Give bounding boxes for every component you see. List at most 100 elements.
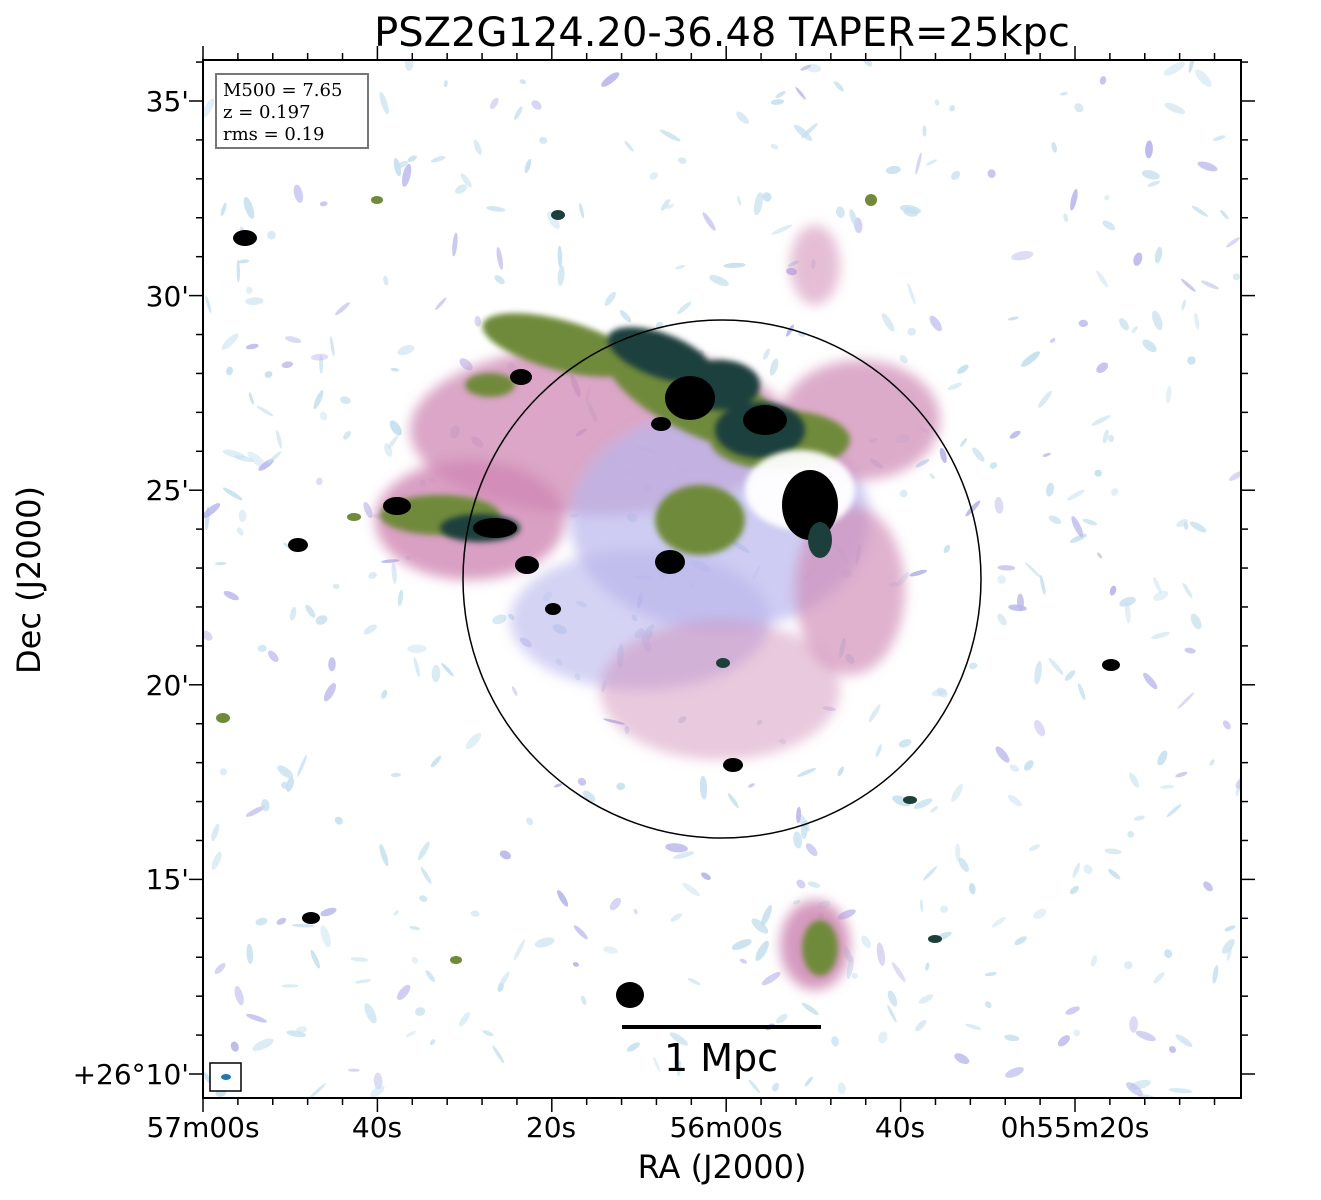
- noise-speckle: [1232, 273, 1241, 281]
- noise-speckle: [539, 136, 548, 144]
- noise-speckle: [955, 843, 961, 861]
- noise-speckle: [246, 286, 253, 294]
- noise-speckle: [1222, 720, 1231, 730]
- noise-speckle: [1014, 936, 1027, 946]
- noise-speckle: [1109, 585, 1117, 596]
- noise-speckle: [1104, 194, 1110, 201]
- noise-speckle: [238, 509, 247, 522]
- noise-speckle: [755, 940, 769, 961]
- noise-speckle: [997, 613, 1007, 626]
- noise-speckle: [1182, 582, 1193, 599]
- noise-speckle: [1189, 521, 1207, 533]
- noise-speckle: [332, 583, 340, 590]
- noise-speckle: [762, 192, 772, 202]
- noise-speckle: [320, 925, 331, 948]
- noise-speckle: [673, 851, 695, 859]
- noise-speckle: [1180, 278, 1196, 292]
- noise-speckle: [454, 184, 468, 194]
- noise-speckle: [531, 100, 542, 110]
- noise-speckle: [907, 327, 916, 336]
- noise-speckle: [670, 913, 683, 922]
- noise-speckle: [1235, 773, 1241, 797]
- noise-speckle: [1226, 237, 1240, 248]
- noise-speckle: [1129, 772, 1140, 788]
- noise-speckle: [925, 159, 938, 166]
- noise-speckle: [677, 301, 692, 315]
- noise-speckle: [1124, 961, 1133, 970]
- noise-speckle: [1078, 319, 1088, 327]
- noise-speckle: [954, 1053, 970, 1065]
- noise-speckle: [275, 429, 283, 449]
- noise-speckle: [1220, 209, 1229, 220]
- noise-speckle: [1194, 312, 1200, 330]
- noise-speckle: [383, 275, 389, 286]
- noise-speckle: [736, 111, 749, 124]
- noise-speckle: [1042, 452, 1051, 457]
- noise-speckle: [1175, 771, 1188, 778]
- noise-speckle: [319, 201, 328, 207]
- noise-speckle: [214, 561, 227, 566]
- noise-speckle: [913, 798, 933, 809]
- noise-speckle: [1226, 946, 1232, 961]
- noise-speckle: [957, 364, 969, 374]
- x-tick-label: 20s: [526, 1111, 576, 1144]
- noise-speckle: [991, 916, 1006, 928]
- noise-speckle: [524, 158, 532, 174]
- noise-speckle: [1021, 351, 1040, 367]
- noise-speckle: [393, 158, 402, 177]
- noise-speckle: [397, 589, 404, 607]
- noise-speckle: [1065, 1006, 1080, 1015]
- noise-speckle: [1005, 1067, 1024, 1078]
- noise-speckle: [267, 230, 276, 240]
- noise-speckle: [837, 1082, 846, 1095]
- noise-speckle: [965, 500, 981, 517]
- noise-speckle: [1091, 415, 1111, 426]
- noise-speckle: [343, 430, 351, 440]
- noise-speckle: [203, 503, 221, 519]
- noise-speckle: [1102, 429, 1109, 444]
- noise-speckle: [573, 925, 588, 940]
- noise-speckle: [354, 979, 372, 984]
- noise-speckle: [846, 956, 854, 979]
- noise-speckle: [1011, 250, 1034, 261]
- noise-speckle: [687, 977, 701, 986]
- info-redshift: z = 0.197: [223, 102, 311, 123]
- noise-speckle: [1168, 1046, 1177, 1053]
- noise-speckle: [1126, 1082, 1143, 1096]
- noise-speckle: [887, 1004, 897, 1023]
- noise-speckle: [397, 344, 415, 356]
- noise-speckle: [261, 799, 270, 812]
- noise-speckle: [665, 203, 675, 209]
- noise-speckle: [1096, 362, 1109, 373]
- noise-speckle: [1064, 670, 1076, 681]
- noise-speckle: [881, 313, 895, 332]
- y-tick-label: 35': [146, 85, 189, 118]
- noise-speckle: [368, 572, 377, 579]
- noise-speckle: [1048, 515, 1062, 525]
- y-tick-label: 30': [146, 280, 189, 313]
- noise-speckle: [473, 139, 482, 155]
- noise-speckle: [281, 361, 294, 368]
- x-tick-labels: 57m00s 40s 20s 56m00s 40s 0h55m20s: [146, 1111, 1149, 1144]
- noise-speckle: [470, 910, 480, 917]
- noise-speckle: [899, 204, 922, 214]
- noise-speckle: [892, 795, 911, 807]
- noise-speckle: [393, 910, 399, 916]
- noise-speckle: [557, 265, 565, 286]
- noise-speckle: [792, 899, 801, 905]
- noise-speckle: [626, 1042, 640, 1052]
- noise-speckle: [1009, 764, 1020, 772]
- noise-speckle: [1166, 804, 1182, 818]
- noise-speckle: [786, 324, 794, 337]
- noise-speckle: [989, 462, 998, 469]
- noise-speckle: [770, 99, 785, 105]
- noise-speckle: [553, 783, 563, 788]
- noise-speckle: [320, 907, 337, 917]
- noise-speckle: [997, 575, 1006, 584]
- info-rms: rms = 0.19: [223, 124, 325, 145]
- noise-speckle: [776, 1014, 788, 1024]
- noise-speckle: [281, 984, 299, 988]
- noise-speckle: [891, 962, 906, 982]
- noise-speckle: [1069, 885, 1079, 895]
- noise-speckle: [330, 336, 335, 357]
